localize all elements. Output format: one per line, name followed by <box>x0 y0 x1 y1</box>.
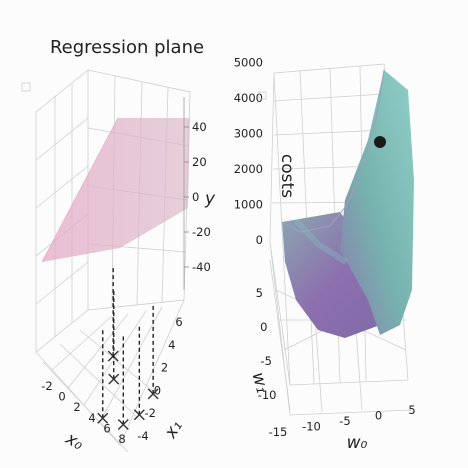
right-x-tick-label: -5 <box>339 414 350 428</box>
left-z-ticks: -40 -20 0 20 40 <box>184 120 211 274</box>
cost-marker <box>374 136 386 148</box>
left-z-tick-label: -40 <box>192 260 211 274</box>
left-z-tick-label: 20 <box>192 155 207 169</box>
right-x-ticks: -15 -10 -5 0 5 <box>269 403 416 439</box>
right-z-tick-label: 4000 <box>234 91 263 105</box>
left-x-tick-label: 2 <box>73 400 80 414</box>
chart-title: Regression plane <box>50 37 204 58</box>
right-z-axis-label: costs <box>277 154 297 198</box>
left-y-tick-label: 6 <box>175 315 182 329</box>
right-y-ticks: -10 -5 0 5 <box>256 286 277 402</box>
left-x-tick-label: 4 <box>88 411 95 425</box>
left-y-axis-label: x₁ <box>160 417 186 443</box>
right-z-tick-label: 3000 <box>234 127 263 141</box>
data-point-marker <box>147 388 159 400</box>
legend-box-right <box>258 91 267 100</box>
left-y-tick-label: -4 <box>137 429 148 443</box>
left-z-tick-label: 0 <box>192 190 199 204</box>
left-x-tick-label: -2 <box>41 379 52 393</box>
left-z-axis-label: y <box>204 189 216 209</box>
data-point-marker <box>97 412 109 424</box>
right-y-tick-label: 5 <box>256 286 263 300</box>
left-x-tick-label: 6 <box>103 421 110 435</box>
left-y-tick-label: 2 <box>161 361 168 375</box>
right-z-tick-label: 2000 <box>234 162 263 176</box>
left-x-axis-label: x₀ <box>61 428 87 454</box>
right-z-tick-label: 0 <box>256 233 263 247</box>
regression-plane <box>42 118 190 262</box>
data-point-marker <box>117 419 129 430</box>
left-y-tick-label: -2 <box>144 406 155 420</box>
cost-surface-right <box>340 70 414 335</box>
left-z-tick-label: 40 <box>192 120 207 134</box>
right-y-tick-label: 0 <box>260 320 267 334</box>
right-x-tick-label: 5 <box>408 403 415 417</box>
left-y-tick-label: 4 <box>168 338 175 352</box>
right-x-tick-label: -10 <box>302 420 321 434</box>
data-point-marker <box>133 409 145 421</box>
legend-box <box>21 82 31 92</box>
left-z-tick-label: -20 <box>192 225 211 239</box>
right-x-axis-label: w₀ <box>347 433 368 453</box>
right-y-tick-label: -5 <box>261 354 272 368</box>
right-z-ticks: 0 1000 2000 3000 4000 5000 <box>234 56 263 248</box>
right-y-tick-label: -10 <box>258 388 277 402</box>
right-z-tick-label: 1000 <box>234 198 263 212</box>
data-points <box>97 268 159 430</box>
left-x-tick-label: 8 <box>118 432 125 446</box>
right-x-tick-label: -15 <box>269 425 288 439</box>
left-x-tick-label: 0 <box>58 390 65 404</box>
right-x-tick-label: 0 <box>375 409 382 423</box>
data-point-marker <box>108 373 120 385</box>
right-z-tick-label: 5000 <box>234 56 263 70</box>
